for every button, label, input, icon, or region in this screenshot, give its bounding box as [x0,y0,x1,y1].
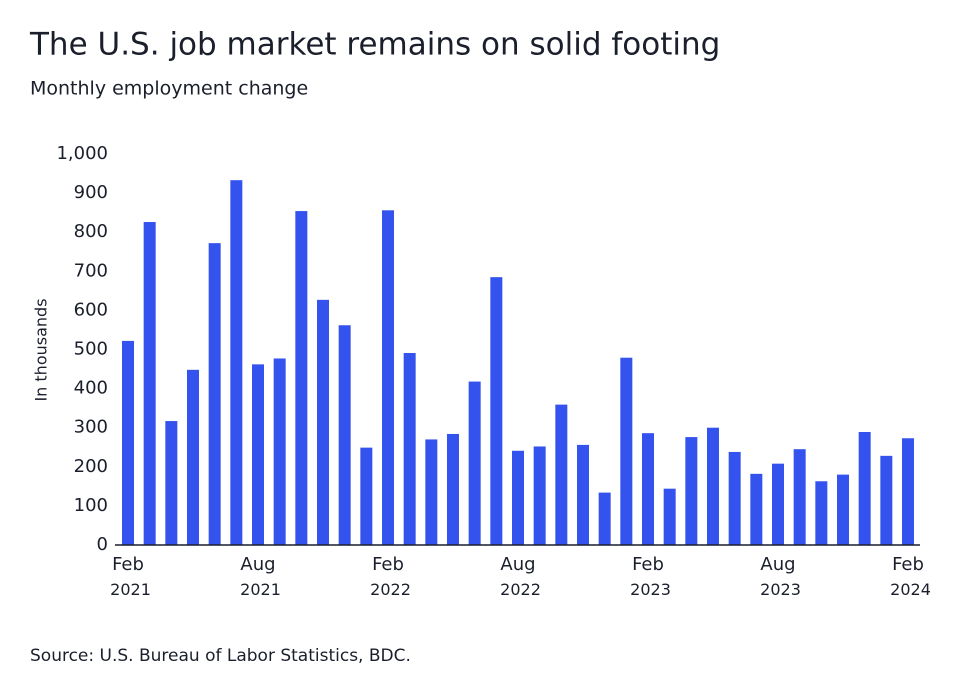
y-tick-label: 500 [74,339,108,360]
y-tick-label: 100 [74,495,108,516]
bar [880,455,893,545]
x-tick-label: Feb 2024 [885,554,931,599]
bar [793,449,806,545]
y-tick-label: 400 [74,378,108,399]
bar [273,358,286,545]
bar [252,364,264,545]
y-tick-label: 600 [74,299,108,320]
bar [468,381,481,545]
bar [187,369,199,545]
x-tick-label: Feb 2022 [365,554,411,599]
bar [902,438,914,545]
bar [490,277,503,545]
bar [360,447,373,545]
y-tick-label: 1,000 [56,143,108,164]
y-tick-label: 800 [74,221,108,242]
bar [382,210,394,545]
chart-title: The U.S. job market remains on solid foo… [29,27,720,63]
bar [122,340,134,545]
bar [772,463,784,545]
y-axis-label: In thousands [32,298,51,401]
bar [425,439,438,545]
bar [295,211,308,545]
bar [750,473,763,545]
x-tick-label: Aug 2021 [235,554,281,599]
bar [317,299,329,545]
y-tick-label: 0 [97,534,108,555]
bar [230,180,243,545]
bar [707,427,719,545]
x-tick-label: Aug 2022 [495,554,541,599]
bar [685,437,698,545]
y-tick-label: 900 [74,182,108,203]
bar [620,357,633,545]
bar [837,474,849,545]
x-tick-label: Aug 2023 [755,554,801,599]
x-tick-label: Feb 2021 [105,554,151,599]
bar [555,404,568,545]
bar [663,488,676,545]
x-tick-label: Feb 2023 [625,554,671,599]
bar [512,450,524,545]
bar [338,325,351,545]
bar [858,432,871,545]
bar [728,451,741,545]
bar [143,222,156,545]
bar [165,421,178,545]
bar [815,481,828,545]
bar [403,353,416,545]
bar [447,433,459,545]
bar [577,444,589,545]
y-tick-label: 700 [74,260,108,281]
y-tick-label: 300 [74,417,108,438]
chart-subtitle: Monthly employment change [30,78,308,100]
y-tick-label: 200 [74,456,108,477]
source: Source: U.S. Bureau of Labor Statistics,… [30,646,411,666]
bar [598,492,611,545]
bar [208,243,221,545]
bar [642,433,654,545]
bar [533,446,546,545]
